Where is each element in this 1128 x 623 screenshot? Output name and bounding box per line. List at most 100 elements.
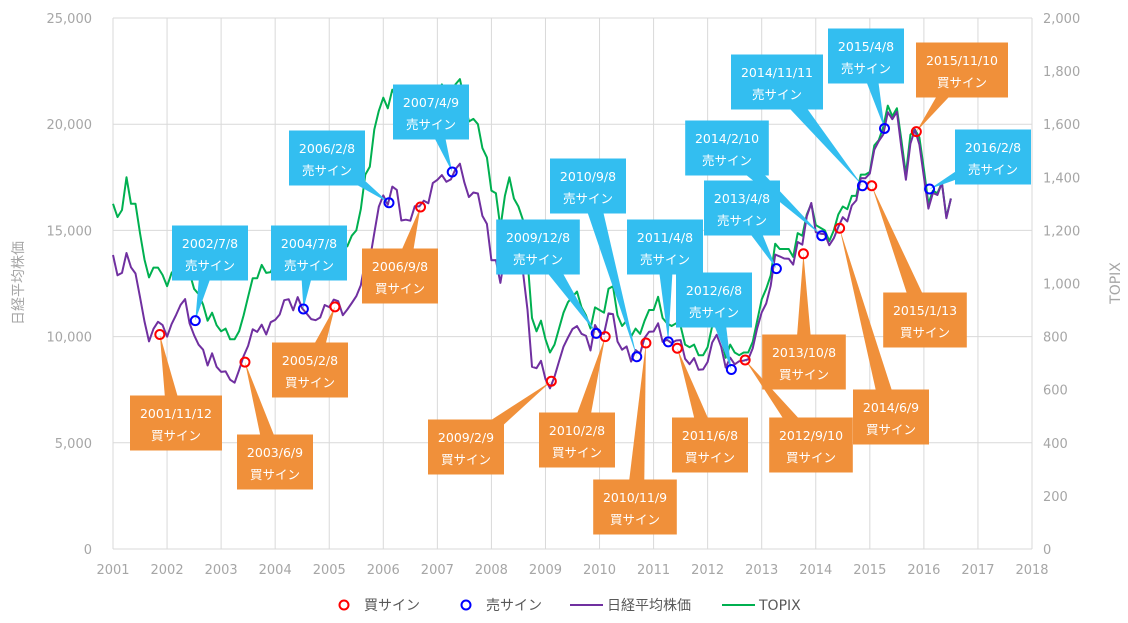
buy-signal-marker — [415, 201, 427, 213]
callout-label: 売サイン — [702, 153, 752, 168]
y2-tick-label: 1,400 — [1043, 171, 1080, 186]
buy-callout: 2009/2/9 買サイン — [428, 381, 552, 475]
x-tick-label: 2015 — [853, 563, 886, 578]
callout-label: 売サイン — [563, 191, 613, 206]
y-tick-label: 25,000 — [47, 12, 93, 27]
y2-tick-label: 1,600 — [1043, 118, 1080, 133]
buy-callout: 2015/1/13 買サイン — [871, 185, 967, 348]
callout-box — [685, 120, 769, 176]
callout-label: 売サイン — [968, 162, 1018, 177]
legend-buy-label: 買サイン — [364, 598, 420, 614]
x-tick-label: 2003 — [205, 563, 238, 578]
callout-box — [362, 248, 438, 304]
callout-date: 2003/6/9 — [247, 445, 303, 460]
callout-date: 2006/2/8 — [299, 141, 355, 156]
callout-box — [883, 292, 967, 348]
callout-label: 売サイン — [752, 87, 802, 102]
callout-date: 2007/4/9 — [403, 95, 459, 110]
y-tick-label: 0 — [84, 543, 92, 558]
sell-callout: 2014/2/10 売サイン — [685, 120, 822, 236]
callout-box — [762, 334, 846, 390]
callout-date: 2010/9/8 — [560, 169, 616, 184]
x-tick-label: 2011 — [637, 563, 670, 578]
callout-pointer — [871, 185, 934, 324]
callout-box — [769, 417, 853, 473]
y2-tick-label: 1,800 — [1043, 65, 1080, 80]
callouts: 2001/11/12買サイン2003/6/9買サイン2005/2/8買サイン20… — [130, 28, 1031, 535]
buy-callout: 2010/11/9 買サイン — [593, 342, 677, 535]
callout-label: 売サイン — [302, 163, 352, 178]
sell-signal-marker — [590, 327, 602, 339]
callout-box — [955, 129, 1031, 185]
buy-callout: 2014/6/9 買サイン — [839, 228, 929, 445]
callout-label: 売サイン — [640, 252, 690, 267]
y2-tick-label: 0 — [1043, 543, 1051, 558]
callout-pointer — [579, 183, 637, 357]
callout-date: 2016/2/8 — [965, 140, 1021, 155]
y2-tick-label: 1,000 — [1043, 278, 1080, 293]
callout-date: 2001/11/12 — [140, 406, 212, 421]
callout-label: 買サイン — [610, 512, 660, 527]
sell-signal-marker — [383, 197, 395, 209]
x-tick-label: 2009 — [529, 563, 562, 578]
callout-box — [916, 42, 1008, 98]
callout-label: 買サイン — [552, 445, 602, 460]
callout-date: 2011/6/8 — [682, 428, 738, 443]
callout-pointer — [839, 228, 900, 420]
callout-date: 2002/7/8 — [182, 236, 238, 251]
y-tick-label: 15,000 — [47, 224, 93, 239]
legend-buy-marker — [338, 599, 350, 611]
buy-callout: 2011/6/8 買サイン — [672, 348, 748, 473]
x-tick-label: 2004 — [259, 563, 292, 578]
x-tick-label: 2006 — [367, 563, 400, 578]
sell-callout: 2010/9/8 売サイン — [550, 158, 637, 357]
callout-box — [428, 419, 504, 475]
buy-signal-marker — [797, 248, 809, 260]
sell-callout: 2014/11/11 売サイン — [731, 54, 863, 186]
callout-box — [676, 272, 752, 328]
callout-pointer — [626, 342, 646, 508]
sell-signal-marker — [725, 364, 737, 376]
callout-box — [172, 225, 248, 281]
buy-signal-marker — [545, 375, 557, 387]
callout-box — [593, 479, 677, 535]
callout-label: 買サイン — [779, 367, 829, 382]
sell-callout: 2002/7/8 売サイン — [172, 225, 248, 321]
x-tick-label: 2016 — [907, 563, 940, 578]
buy-callout: 2010/2/8 買サイン — [539, 336, 615, 468]
callout-label: 買サイン — [151, 428, 201, 443]
x-tick-label: 2008 — [475, 563, 508, 578]
sell-signal-marker — [924, 183, 936, 195]
callout-box — [853, 389, 929, 445]
y2-tick-label: 600 — [1043, 384, 1068, 399]
callout-date: 2012/6/8 — [686, 283, 742, 298]
sell-signal-marker — [816, 230, 828, 242]
sell-signal-marker — [879, 122, 891, 134]
callout-label: 買サイン — [900, 325, 950, 340]
callout-date: 2013/4/8 — [714, 191, 770, 206]
callout-box — [672, 417, 748, 473]
x-tick-label: 2013 — [745, 563, 778, 578]
x-tick-label: 2010 — [583, 563, 616, 578]
sell-signal-marker — [446, 166, 458, 178]
sell-callout: 2009/12/8 売サイン — [496, 219, 597, 334]
sell-callout: 2012/6/8 売サイン — [676, 272, 752, 370]
y2-tick-label: 1,200 — [1043, 224, 1080, 239]
callout-date: 2009/12/8 — [506, 230, 570, 245]
y2-tick-label: 2,000 — [1043, 12, 1080, 27]
callout-label: 買サイン — [375, 281, 425, 296]
sell-callout: 2015/4/8 売サイン — [828, 28, 904, 129]
x-tick-label: 2018 — [1015, 563, 1048, 578]
buy-callout: 2015/11/10 買サイン — [916, 42, 1008, 132]
callout-date: 2014/11/11 — [741, 65, 813, 80]
nikkei-line — [112, 110, 952, 390]
callout-label: 買サイン — [250, 467, 300, 482]
y-tick-label: 5,000 — [55, 437, 92, 452]
legend-topix-label: TOPIX — [758, 598, 801, 614]
callout-box — [272, 342, 348, 398]
tick-labels: 2001 2002 2003 2004 2005 2006 2007 2008 2009 2010… — [47, 12, 1081, 578]
x-tick-label: 2017 — [961, 563, 994, 578]
callout-date: 2009/2/9 — [438, 430, 494, 445]
callout-label: 買サイン — [866, 422, 916, 437]
